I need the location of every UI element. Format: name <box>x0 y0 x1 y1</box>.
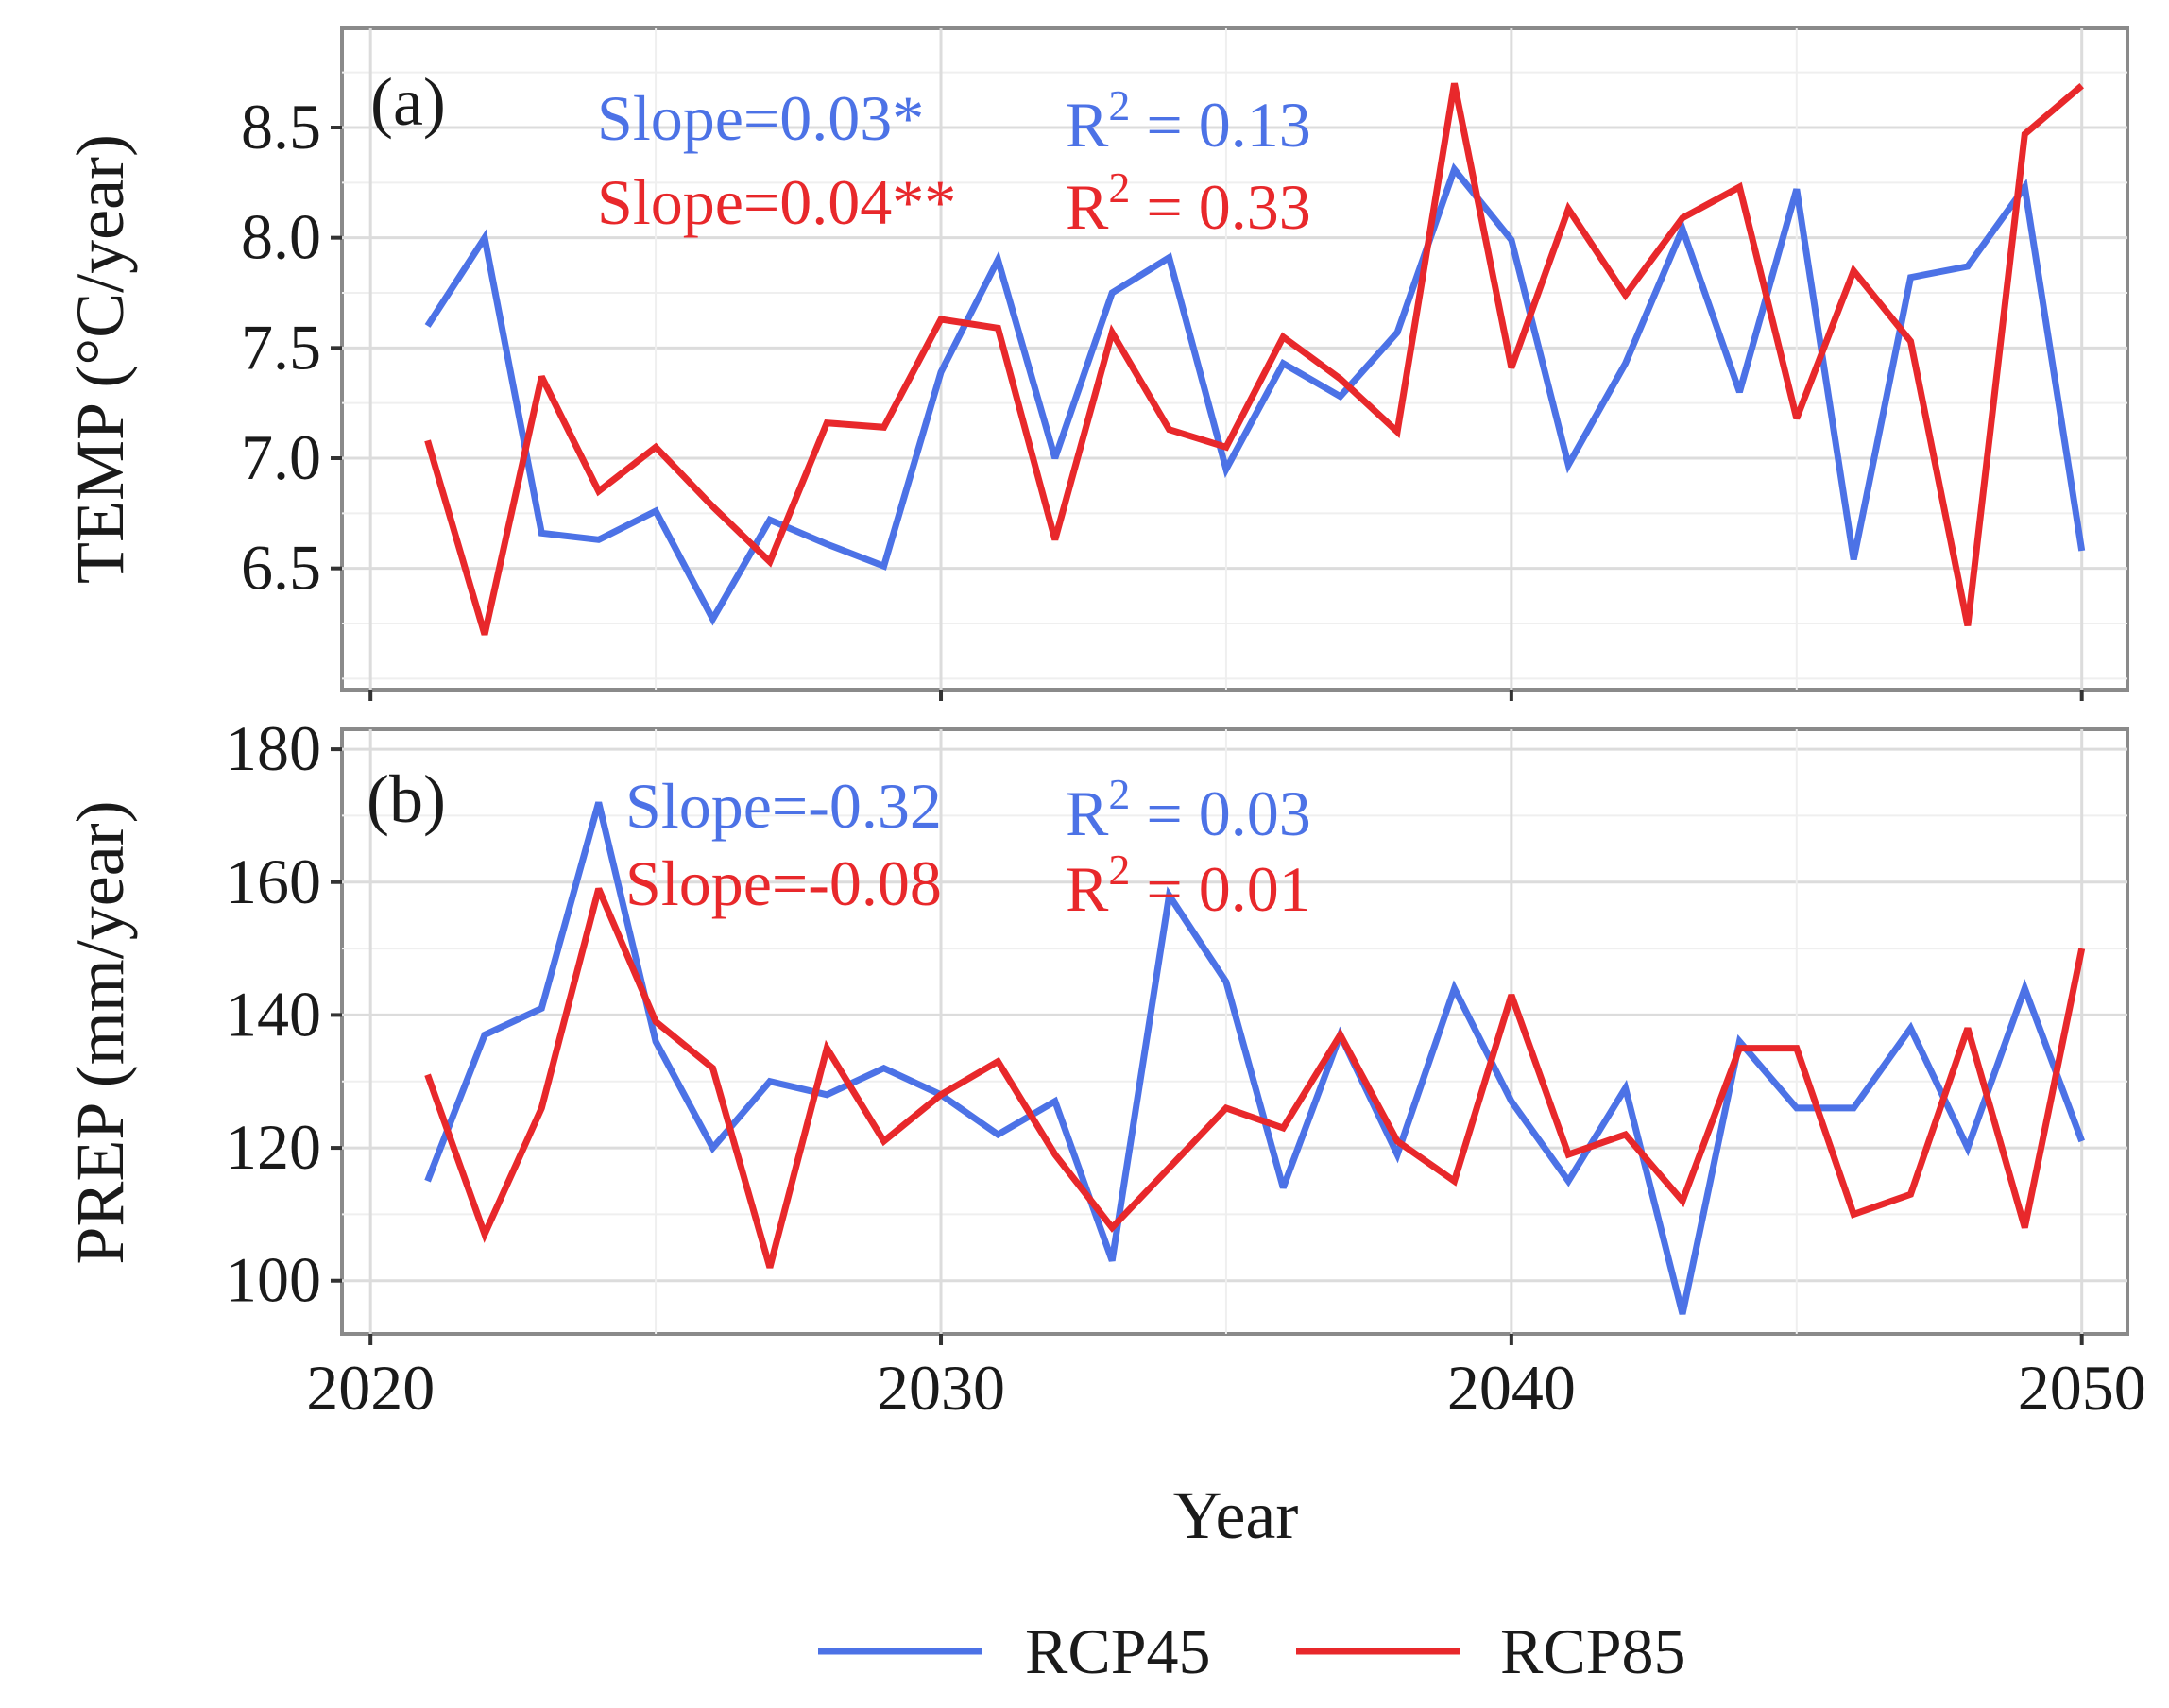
panel-prep-y-tick-label: 120 <box>225 1111 321 1183</box>
panel-temp-rcp45-slope: Slope=0.03* <box>597 82 924 154</box>
panel-prep-rcp45-slope: Slope=-0.32 <box>625 770 942 842</box>
x-tick-label: 2020 <box>306 1352 435 1424</box>
x-tick-label: 2040 <box>1447 1352 1576 1424</box>
panel-temp-rcp45-r2-sup: 2 <box>1108 81 1130 129</box>
panel-temp-series-rcp45 <box>424 162 2086 626</box>
panel-prep-x-ticks: 2020 2030 2040 2050 <box>306 1334 2146 1424</box>
panel-prep-label: (b) <box>367 761 446 837</box>
x-tick-label: 2030 <box>877 1352 1005 1424</box>
panel-prep-rcp85-r2-value: = 0.01 <box>1130 853 1310 925</box>
panel-temp-rcp85-r2-value: = 0.33 <box>1130 171 1310 243</box>
panel-prep-rcp45-r2-r: R <box>1066 777 1109 849</box>
panel-temp-y-tick-label: 7.0 <box>241 421 321 493</box>
panel-temp-y-tick-label: 7.5 <box>241 311 321 383</box>
panel-prep-y-ticks: 100 120 140 160 180 <box>225 712 342 1316</box>
panel-prep-grid <box>342 729 2127 1334</box>
panel-prep-y-tick-label: 140 <box>225 978 321 1050</box>
panel-temp: 6.57.07.58.08.5 (a) Slope=0.03* R2 = 0.1… <box>62 26 2129 701</box>
legend-rcp85-label: RCP85 <box>1500 1615 1686 1687</box>
panel-prep-rcp85-r2-r: R <box>1066 853 1109 925</box>
panel-prep-y-axis-title: PREP (mm/year) <box>62 800 138 1264</box>
legend-rcp45-label: RCP45 <box>1025 1615 1211 1687</box>
panel-prep-rcp45-r2: R2 = 0.03 <box>1066 770 1311 849</box>
panel-temp-y-ticks: 6.5 7.0 7.5 8.0 8.5 <box>241 91 342 604</box>
panel-temp-rcp85-r2-r: R <box>1066 171 1109 243</box>
panel-temp-frame <box>340 26 2129 692</box>
panel-prep-y-tick-label: 160 <box>225 845 321 917</box>
panel-temp-y-tick-label: 8.0 <box>241 201 321 273</box>
panel-temp-rcp85-slope: Slope=0.04** <box>597 166 956 238</box>
x-axis-title: Year <box>1173 1477 1299 1553</box>
panel-prep-frame <box>340 727 2129 1336</box>
panel-temp-y-tick-label: 6.5 <box>241 532 321 604</box>
panel-temp-rcp45-r2-r: R <box>1066 89 1109 161</box>
panel-temp-rcp45-r2-value: = 0.13 <box>1130 89 1310 161</box>
panel-temp-label: (a) <box>370 64 446 140</box>
legend: RCP45 RCP85 <box>818 1615 1686 1687</box>
panel-prep-rcp45-r2-value: = 0.03 <box>1130 777 1310 849</box>
panel-temp-lines <box>424 82 2086 636</box>
panel-prep-y-tick-label: 100 <box>225 1244 321 1316</box>
panel-temp-y-axis-title: TEMP (°C/year) <box>62 134 138 584</box>
panel-prep-rcp85-r2: R2 = 0.01 <box>1066 845 1311 925</box>
panel-temp-rcp85-r2: R2 = 0.33 <box>1066 163 1311 243</box>
panel-prep-lines <box>424 801 2086 1315</box>
panel-temp-rcp85-r2-sup: 2 <box>1108 163 1130 212</box>
panel-prep-y-tick-label: 180 <box>225 712 321 784</box>
panel-prep: 100 120 140 160 180 2020 2030 2040 2050 (b) Slo… <box>62 712 2146 1424</box>
panel-temp-y-tick-label: 8.5 <box>241 91 321 162</box>
panel-temp-series-rcp85 <box>424 82 2084 636</box>
panel-prep-rcp45-r2-sup: 2 <box>1108 770 1130 818</box>
panel-prep-series-rcp85 <box>424 887 2086 1269</box>
panel-prep-rcp85-slope: Slope=-0.08 <box>625 847 942 919</box>
panel-temp-rcp45-r2: R2 = 0.13 <box>1066 81 1311 161</box>
panel-prep-rcp85-r2-sup: 2 <box>1108 845 1130 894</box>
panel-temp-x-ticks <box>368 690 2084 701</box>
x-tick-label: 2050 <box>2018 1352 2146 1424</box>
panel-prep-series-rcp45 <box>424 801 2085 1315</box>
